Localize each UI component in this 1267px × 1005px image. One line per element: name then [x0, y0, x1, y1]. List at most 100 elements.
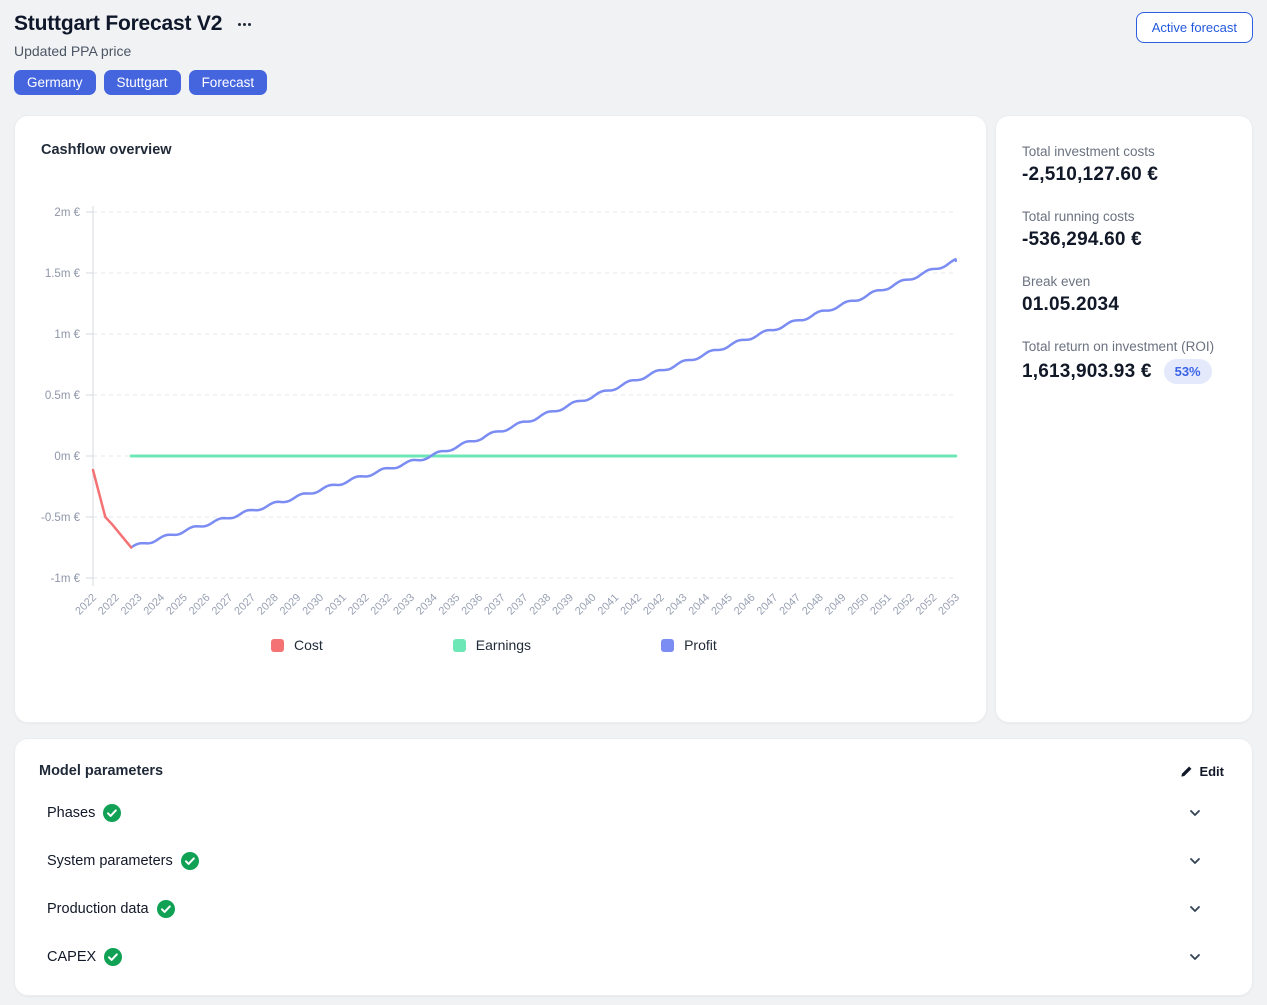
- x-axis-label: 2040: [573, 592, 599, 618]
- x-axis-label: 2037: [482, 592, 508, 618]
- chevron-down-icon[interactable]: [1188, 902, 1202, 916]
- tag-list: Germany Stuttgart Forecast: [14, 70, 268, 95]
- legend-item-earnings[interactable]: Earnings: [452, 637, 532, 653]
- x-axis-label: 2022: [73, 592, 99, 618]
- stat-label: Total return on investment (ROI): [1022, 339, 1215, 354]
- accordion-row-capex[interactable]: CAPEX: [39, 933, 1228, 981]
- cashflow-card: Cashflow overview 2m € 1.5m € 1m € 0.5m € 0m…: [14, 115, 987, 723]
- series-line-profit: [129, 258, 958, 549]
- check-circle-icon: [104, 948, 123, 966]
- series-line-cost: [91, 468, 133, 549]
- stat-value: -536,294.60 €: [1022, 229, 1142, 250]
- x-axis-label: 2031: [323, 592, 349, 618]
- stat-label: Total investment costs: [1022, 144, 1155, 159]
- x-axis-label: 2024: [141, 592, 167, 618]
- x-axis-label: 2026: [187, 592, 213, 618]
- check-circle-icon: [103, 804, 122, 822]
- legend-label-earnings: Earnings: [475, 637, 532, 653]
- row-label: System parameters: [47, 853, 173, 869]
- x-axis-label: 2027: [210, 592, 236, 618]
- chart-wrap: 2m € 1.5m € 1m € 0.5m € 0m € -0.5m € -1m € 2022…: [41, 166, 962, 623]
- x-axis-label: 2051: [868, 592, 894, 618]
- tag-germany: Germany: [14, 70, 96, 95]
- stat-label: Total running costs: [1022, 209, 1135, 224]
- cost-swatch-icon: [271, 638, 284, 652]
- x-axis-label: 2025: [164, 592, 190, 618]
- stat-roi: Total return on investment (ROI) 1,613,9…: [1022, 339, 1226, 384]
- edit-button[interactable]: Edit: [1180, 764, 1224, 779]
- pencil-icon: [1181, 766, 1192, 777]
- model-parameters-rows: Phases System parameters: [39, 789, 1228, 981]
- y-axis-label: 0.5m €: [45, 390, 81, 402]
- tag-forecast: Forecast: [188, 70, 268, 95]
- x-axis-label: 2042: [641, 592, 667, 618]
- x-axis-label: 2048: [800, 592, 826, 618]
- header-left: Stuttgart Forecast V2 Updated PPA price …: [14, 12, 268, 95]
- x-axis-label: 2052: [891, 592, 917, 618]
- x-axis-label: 2033: [391, 592, 417, 618]
- stat-value: 1,613,903.93 €: [1022, 360, 1152, 382]
- stat-value: -2,510,127.60 €: [1022, 164, 1159, 185]
- chevron-down-icon[interactable]: [1188, 950, 1202, 964]
- stat-total-investment: Total investment costs -2,510,127.60 €: [1022, 144, 1226, 186]
- cashflow-chart: 2m € 1.5m € 1m € 0.5m € 0m € -0.5m € -1m € 2022…: [41, 206, 962, 618]
- chevron-down-icon[interactable]: [1188, 854, 1202, 868]
- accordion-row-system-parameters[interactable]: System parameters: [39, 837, 1228, 885]
- legend-label-cost: Cost: [294, 637, 323, 653]
- tag-stuttgart: Stuttgart: [103, 70, 181, 95]
- y-axis-label: 1m €: [54, 329, 80, 341]
- stat-break-even: Break even 01.05.2034: [1022, 274, 1226, 316]
- earnings-swatch-icon: [452, 638, 466, 652]
- cashflow-card-title: Cashflow overview: [41, 142, 172, 158]
- page-title: Stuttgart Forecast V2: [14, 12, 223, 35]
- active-forecast-button[interactable]: Active forecast: [1135, 12, 1253, 43]
- model-parameters-card: Model parameters Edit Phases: [14, 738, 1253, 996]
- x-axis-label: 2022: [96, 592, 122, 618]
- legend-item-cost[interactable]: Cost: [271, 637, 323, 653]
- legend-item-profit[interactable]: Profit: [661, 637, 717, 653]
- legend-label-profit: Profit: [684, 637, 717, 653]
- x-axis-label: 2041: [596, 592, 622, 618]
- x-axis-label: 2047: [777, 592, 803, 618]
- x-axis-label: 2050: [845, 592, 871, 618]
- accordion-row-production-data[interactable]: Production data: [39, 885, 1228, 933]
- x-axis-label: 2045: [709, 592, 735, 618]
- stat-total-running: Total running costs -536,294.60 €: [1022, 209, 1226, 251]
- header: Stuttgart Forecast V2 Updated PPA price …: [14, 12, 1253, 95]
- profit-swatch-icon: [661, 638, 675, 652]
- x-axis-label: 2053: [936, 592, 960, 618]
- row-label: Phases: [47, 805, 96, 821]
- stat-label: Break even: [1022, 274, 1091, 289]
- x-axis-label: 2034: [414, 592, 440, 618]
- x-axis-label: 2036: [459, 592, 485, 618]
- model-parameters-title: Model parameters: [39, 763, 164, 779]
- ellipsis-menu-icon[interactable]: [236, 19, 253, 30]
- edit-label: Edit: [1199, 763, 1224, 779]
- y-axis-label: 1.5m €: [45, 268, 81, 280]
- chart-legend: Cost Earnings Profit: [271, 637, 960, 653]
- y-axis-label: -0.5m €: [41, 512, 81, 524]
- x-axis-label: 2049: [823, 592, 849, 618]
- x-axis-label: 2035: [437, 592, 463, 618]
- row-label: Production data: [47, 901, 149, 917]
- x-axis-label: 2029: [278, 592, 304, 618]
- y-axis-label: 2m €: [54, 207, 80, 219]
- x-axis-label: 2027: [232, 592, 258, 618]
- x-axis-label: 2047: [755, 592, 781, 618]
- y-axis-label: 0m €: [54, 451, 80, 463]
- x-axis-label: 2032: [369, 592, 395, 618]
- x-axis-label: 2052: [914, 592, 940, 618]
- x-axis-label: 2032: [346, 592, 372, 618]
- stat-value: 01.05.2034: [1022, 294, 1120, 315]
- accordion-row-phases[interactable]: Phases: [39, 789, 1228, 837]
- stats-card: Total investment costs -2,510,127.60 € T…: [995, 115, 1253, 723]
- x-axis-label: 2044: [687, 592, 713, 618]
- chevron-down-icon[interactable]: [1188, 806, 1202, 820]
- y-axis-label: -1m €: [51, 573, 81, 585]
- x-axis-label: 2038: [528, 592, 554, 618]
- x-axis-label: 2046: [732, 592, 758, 618]
- x-axis-label: 2043: [664, 592, 690, 618]
- x-axis-label: 2039: [550, 592, 576, 618]
- row-label: CAPEX: [47, 949, 97, 965]
